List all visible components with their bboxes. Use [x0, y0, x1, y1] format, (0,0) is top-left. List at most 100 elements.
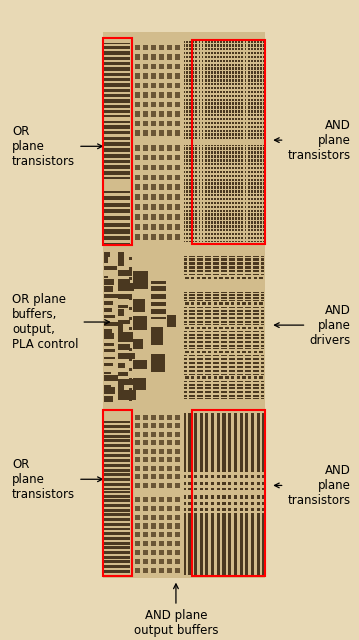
- Bar: [259, 303, 263, 305]
- Bar: [214, 376, 217, 379]
- Bar: [237, 351, 240, 353]
- Bar: [151, 184, 155, 190]
- Bar: [151, 568, 155, 573]
- Bar: [135, 45, 140, 50]
- Bar: [250, 42, 251, 139]
- Bar: [225, 495, 228, 575]
- Bar: [184, 150, 264, 151]
- Bar: [151, 214, 155, 220]
- Bar: [159, 541, 164, 547]
- Bar: [135, 474, 140, 479]
- Bar: [143, 466, 148, 470]
- Bar: [184, 355, 264, 375]
- Bar: [129, 307, 132, 310]
- Bar: [225, 276, 229, 279]
- Bar: [135, 204, 140, 210]
- Bar: [237, 276, 240, 279]
- Bar: [129, 277, 132, 280]
- Bar: [151, 474, 155, 479]
- Bar: [191, 351, 194, 353]
- Bar: [210, 42, 211, 139]
- Bar: [118, 308, 125, 316]
- Bar: [184, 413, 264, 490]
- Bar: [184, 511, 264, 513]
- Bar: [118, 269, 132, 276]
- Bar: [235, 331, 237, 349]
- Bar: [225, 145, 226, 242]
- Bar: [259, 42, 260, 139]
- Bar: [184, 331, 264, 349]
- Bar: [159, 457, 164, 462]
- Bar: [104, 102, 130, 104]
- Bar: [225, 326, 229, 329]
- Bar: [104, 447, 130, 449]
- Bar: [219, 307, 221, 325]
- Bar: [184, 196, 264, 198]
- Bar: [143, 550, 148, 556]
- Bar: [143, 423, 148, 428]
- Bar: [104, 92, 130, 94]
- Bar: [185, 303, 189, 305]
- Bar: [227, 292, 229, 301]
- Bar: [143, 175, 148, 180]
- Bar: [187, 292, 189, 301]
- Bar: [184, 145, 264, 242]
- Bar: [104, 315, 115, 318]
- Bar: [159, 497, 164, 502]
- Bar: [191, 413, 194, 490]
- Bar: [135, 541, 140, 547]
- Bar: [225, 351, 229, 353]
- Bar: [143, 524, 148, 529]
- Bar: [175, 506, 180, 511]
- Bar: [203, 413, 205, 490]
- Bar: [184, 93, 264, 95]
- Bar: [184, 42, 264, 139]
- Bar: [118, 372, 127, 376]
- Bar: [237, 495, 239, 575]
- Bar: [151, 541, 155, 547]
- Text: OR plane
buffers,
output,
PLA control: OR plane buffers, output, PLA control: [12, 293, 109, 351]
- Bar: [259, 255, 261, 275]
- Bar: [184, 62, 264, 63]
- Bar: [104, 540, 130, 541]
- Bar: [104, 252, 110, 257]
- Bar: [135, 457, 140, 462]
- Bar: [118, 333, 133, 342]
- Bar: [104, 421, 130, 490]
- Bar: [103, 410, 132, 576]
- Bar: [248, 276, 251, 279]
- Bar: [159, 432, 164, 436]
- Bar: [175, 214, 180, 220]
- Bar: [184, 472, 264, 475]
- Bar: [143, 457, 148, 462]
- Bar: [159, 204, 164, 210]
- Bar: [135, 120, 140, 126]
- Bar: [235, 255, 237, 275]
- Bar: [231, 376, 234, 379]
- Bar: [104, 134, 130, 136]
- Bar: [104, 279, 114, 285]
- Bar: [104, 113, 130, 115]
- Bar: [187, 307, 189, 325]
- Bar: [243, 307, 245, 325]
- Bar: [104, 129, 130, 131]
- Bar: [118, 320, 130, 324]
- Bar: [104, 207, 130, 209]
- Bar: [135, 224, 140, 230]
- Bar: [203, 381, 205, 399]
- Bar: [175, 145, 180, 150]
- Bar: [104, 193, 130, 196]
- Bar: [175, 559, 180, 564]
- Bar: [184, 495, 264, 575]
- Bar: [208, 326, 211, 329]
- Bar: [104, 257, 108, 263]
- Bar: [251, 381, 253, 399]
- Bar: [151, 524, 155, 529]
- Bar: [159, 532, 164, 538]
- Bar: [143, 184, 148, 190]
- Bar: [159, 483, 164, 488]
- Bar: [151, 234, 155, 240]
- Bar: [237, 42, 238, 139]
- Bar: [159, 175, 164, 180]
- Bar: [197, 145, 199, 242]
